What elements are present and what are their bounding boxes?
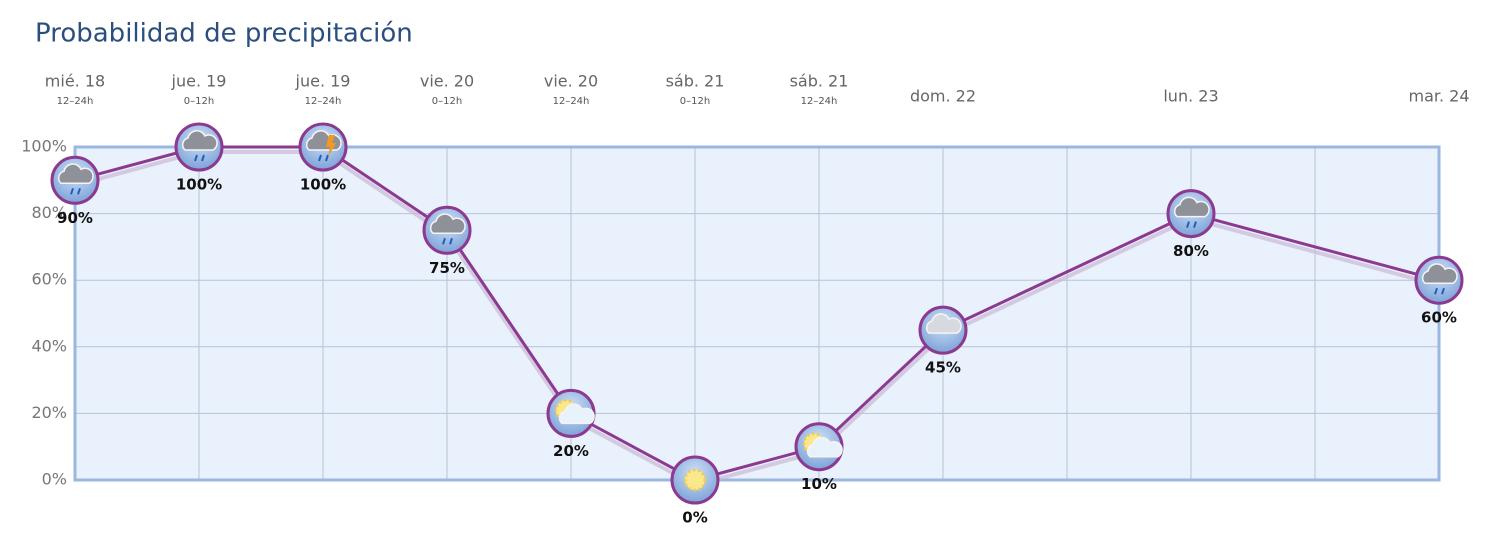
value-label: 60% <box>1421 309 1457 327</box>
sun <box>683 468 707 492</box>
value-label: 80% <box>1173 242 1209 260</box>
rain-drop <box>201 154 205 162</box>
value-label: 75% <box>429 259 465 277</box>
x-tick-label: jue. 19 <box>295 72 351 91</box>
cloud <box>181 130 218 151</box>
rain-drop <box>442 237 446 245</box>
x-tick-label: lun. 23 <box>1163 87 1218 106</box>
weather-icon <box>1166 189 1216 239</box>
weather-icon <box>670 455 720 505</box>
period-label: 0–12h <box>680 96 710 107</box>
x-tick-label: sáb. 21 <box>666 72 725 91</box>
rain-drop <box>318 154 322 162</box>
rain-drop <box>1193 221 1197 228</box>
plot-border <box>73 145 1441 482</box>
rain-drop <box>1441 287 1445 295</box>
x-tick-label: mar. 24 <box>1408 87 1469 106</box>
value-label: 20% <box>553 442 589 460</box>
cloud <box>1421 263 1458 284</box>
value-label: 10% <box>801 475 837 493</box>
chart-title: Probabilidad de precipitación <box>35 19 413 49</box>
weather-icon <box>50 155 100 205</box>
cloud <box>1173 196 1210 218</box>
rain-drop <box>70 187 74 195</box>
weather-icon <box>546 388 596 438</box>
period-label: 12–24h <box>305 96 342 107</box>
x-tick-label: sáb. 21 <box>790 72 849 91</box>
weather-icon <box>918 305 968 355</box>
line <box>74 145 1440 482</box>
value-label: 0% <box>682 509 707 527</box>
y-tick-label: 20% <box>31 403 67 422</box>
weather-icon <box>422 205 472 255</box>
x-tick-label: vie. 20 <box>544 72 598 91</box>
y-tick-label: 0% <box>42 470 67 489</box>
rain-drop <box>1186 221 1190 228</box>
x-tick-label: mié. 18 <box>45 72 105 91</box>
weather-icon <box>298 122 348 172</box>
x-tick-label: vie. 20 <box>420 72 474 91</box>
value-label: 90% <box>57 209 93 227</box>
cloud <box>429 213 466 234</box>
lightning <box>326 135 336 157</box>
weather-icon <box>794 422 844 472</box>
line-shadow <box>74 150 1440 488</box>
value-label: 45% <box>925 359 961 377</box>
period-label: 0–12h <box>432 96 462 107</box>
period-label: 12–24h <box>57 96 94 107</box>
period-label: 0–12h <box>184 96 214 107</box>
cloud <box>806 436 843 458</box>
value-label: 100% <box>176 176 222 194</box>
cloud <box>925 313 962 334</box>
y-tick-label: 100% <box>21 137 67 156</box>
weather-icon <box>1414 255 1464 305</box>
plot-area <box>75 147 1439 480</box>
period-label: 12–24h <box>553 96 590 107</box>
cloud <box>57 163 94 185</box>
value-label: 100% <box>300 176 346 194</box>
y-tick-label: 60% <box>31 270 67 289</box>
cloud <box>558 403 595 425</box>
period-label: 12–24h <box>801 96 838 107</box>
rain-drop <box>325 154 329 162</box>
y-tick-label: 40% <box>31 336 67 355</box>
x-tick-label: jue. 19 <box>171 72 227 91</box>
weather-icon <box>174 122 224 172</box>
rain-drop <box>1434 287 1438 295</box>
y-tick-label: 80% <box>31 203 67 222</box>
x-tick-label: dom. 22 <box>910 87 976 106</box>
rain-drop <box>449 237 453 245</box>
rain-drop <box>77 187 81 195</box>
rain-drop <box>194 154 198 162</box>
